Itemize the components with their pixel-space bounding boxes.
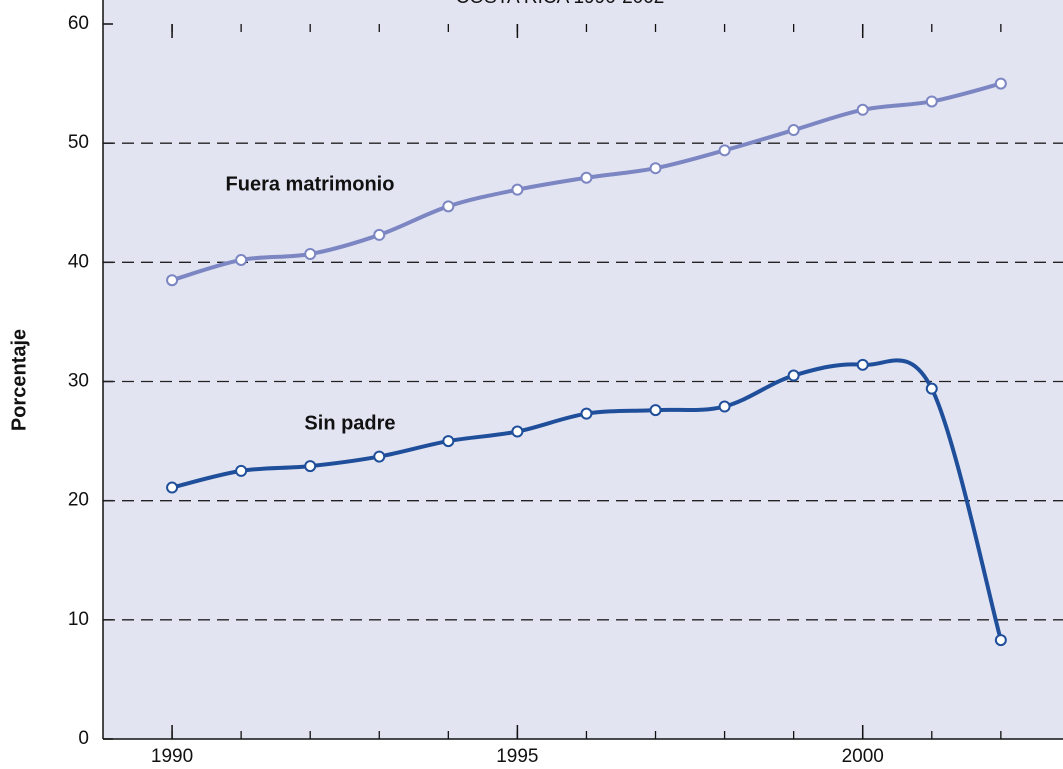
point: [787, 369, 800, 382]
point: [994, 77, 1007, 90]
y-tick-label: 30: [68, 371, 89, 392]
point: [166, 274, 179, 287]
y-tick-label: 60: [68, 13, 89, 34]
point: [373, 228, 386, 241]
series-annotation: Fuera matrimonio: [226, 173, 395, 195]
y-tick-label: 40: [68, 251, 89, 272]
x-tick-label: 1995: [496, 746, 538, 767]
chart-title: COSTA RICA 1990-2002: [456, 0, 665, 8]
point: [166, 481, 179, 494]
point: [373, 450, 386, 463]
point: [511, 183, 524, 196]
point: [580, 171, 593, 184]
point: [580, 407, 593, 420]
point: [718, 400, 731, 413]
x-tick-label: 1990: [151, 746, 193, 767]
point: [511, 425, 524, 438]
point: [856, 358, 869, 371]
x-tick-label: 2000: [842, 746, 884, 767]
point: [649, 162, 662, 175]
point: [235, 464, 248, 477]
point: [442, 435, 455, 448]
point: [994, 634, 1007, 647]
y-axis-label: Porcentaje: [8, 329, 30, 431]
point: [925, 382, 938, 395]
y-tick-label: 10: [68, 609, 89, 630]
point: [235, 253, 248, 266]
y-tick-label: 20: [68, 490, 89, 511]
point: [787, 124, 800, 137]
point: [649, 404, 662, 417]
y-tick-label: 0: [78, 728, 89, 749]
point: [925, 95, 938, 108]
point: [718, 144, 731, 157]
point: [442, 200, 455, 213]
point: [856, 103, 869, 116]
plot-background: [103, 0, 1063, 739]
y-tick-label: 50: [68, 132, 89, 153]
series-annotation: Sin padre: [304, 412, 395, 434]
point: [304, 460, 317, 473]
point: [304, 247, 317, 260]
